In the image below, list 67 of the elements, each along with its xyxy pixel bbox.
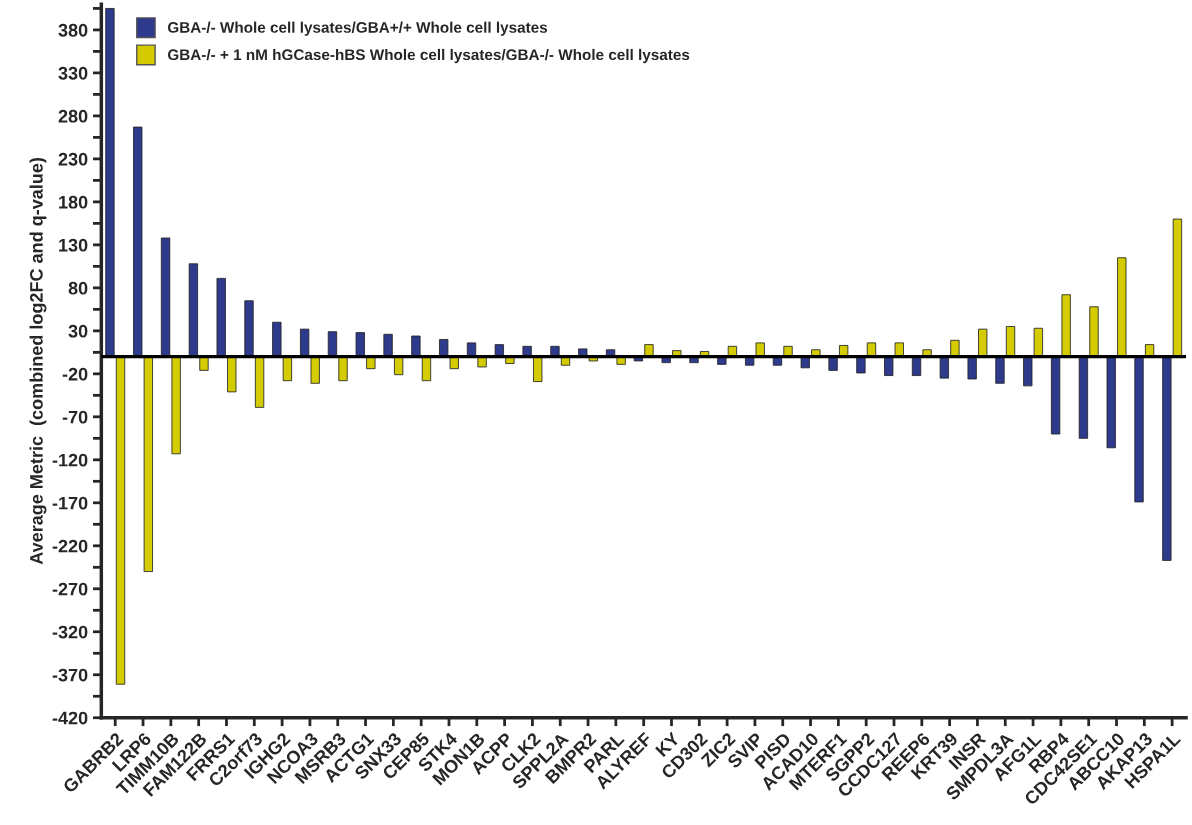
y-tick-label: -320: [52, 625, 88, 639]
y-tick-label: 330: [58, 66, 88, 80]
bar: [105, 8, 115, 358]
bar: [1089, 306, 1099, 358]
bar: [1134, 356, 1144, 503]
bar: [199, 356, 209, 371]
bar: [254, 356, 265, 408]
bar: [411, 335, 421, 358]
y-tick-label: 380: [58, 23, 88, 37]
bar: [1061, 294, 1071, 358]
bar: [967, 356, 977, 380]
y-tick-label: -120: [52, 453, 88, 467]
bar: [477, 356, 487, 368]
bar: [939, 356, 949, 379]
bar: [421, 356, 432, 382]
y-tick-label: -370: [52, 668, 88, 682]
bar: [160, 237, 171, 358]
bar: [1005, 326, 1016, 358]
bar: [828, 356, 838, 371]
bar: [1050, 356, 1061, 435]
bar: [171, 356, 181, 455]
bar: [1162, 356, 1172, 561]
bar: [995, 356, 1005, 384]
y-tick-label: -220: [52, 539, 88, 553]
y-tick-label: -20: [62, 367, 88, 381]
y-tick-label: -270: [52, 582, 88, 596]
y-tick-label: -70: [62, 410, 88, 424]
bar: [366, 356, 376, 370]
bar: [856, 356, 866, 374]
y-tick-label: 130: [59, 238, 88, 252]
bar: [533, 356, 543, 382]
bar: [884, 356, 894, 376]
bar: [978, 328, 988, 358]
bar: [800, 356, 810, 369]
bar: [1023, 356, 1033, 387]
bar: [1106, 356, 1116, 449]
bar: [394, 356, 404, 376]
bar: [1117, 257, 1127, 358]
y-tick-label: 30: [68, 324, 88, 338]
bar: [272, 321, 282, 358]
y-tick-label: -170: [52, 496, 88, 510]
bar: [244, 300, 254, 358]
bar: [227, 356, 237, 393]
y-tick-label: -420: [52, 711, 88, 725]
bar: [299, 328, 310, 358]
y-tick-label: 280: [58, 109, 88, 123]
y-tick-label: 180: [59, 195, 88, 209]
bar: [310, 356, 320, 384]
bar: [327, 331, 338, 358]
bar: [355, 332, 365, 358]
bar: [115, 356, 126, 685]
y-tick-label: 80: [68, 281, 88, 295]
legend-label: GBA-/- Whole cell lysates/GBA+/+ Whole cell lysates: [167, 21, 548, 36]
bar: [188, 263, 199, 358]
bar: [449, 356, 459, 370]
y-axis-title: Average Metric (combined log2FC and q-value): [29, 157, 47, 565]
y-tick-label: 230: [58, 152, 88, 166]
bar: [282, 356, 293, 382]
bar: [216, 277, 226, 358]
bar: [338, 356, 348, 382]
bar: [143, 356, 153, 573]
bar: [383, 333, 393, 358]
bar: [1033, 327, 1043, 358]
bar: [1078, 356, 1089, 439]
bar: [133, 126, 143, 358]
legend-label: GBA-/- + 1 nM hGCase-hBS Whole cell lysates/GBA-/- Whole cell lysates: [167, 48, 690, 64]
bar: [1172, 218, 1183, 358]
